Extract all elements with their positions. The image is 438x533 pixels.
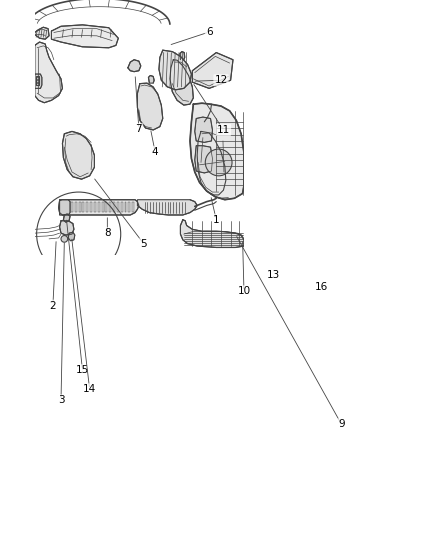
Circle shape [265,198,272,205]
Text: 6: 6 [206,27,212,37]
Polygon shape [113,201,115,212]
Polygon shape [102,201,103,212]
Text: 4: 4 [152,147,159,157]
Text: 2: 2 [49,301,56,311]
Circle shape [253,189,256,191]
Circle shape [270,164,287,181]
Polygon shape [138,200,197,215]
Circle shape [260,193,263,196]
Text: 7: 7 [135,124,142,134]
Polygon shape [132,201,134,212]
Polygon shape [63,132,95,179]
Circle shape [267,200,270,203]
Polygon shape [195,146,212,173]
Polygon shape [197,132,226,195]
Polygon shape [35,27,49,39]
Text: 5: 5 [140,239,147,249]
Polygon shape [64,214,70,222]
Polygon shape [148,76,154,83]
Polygon shape [94,201,96,212]
Text: 3: 3 [58,395,64,406]
Polygon shape [106,201,107,212]
Circle shape [205,149,232,176]
Polygon shape [35,76,39,85]
Polygon shape [159,50,191,90]
Polygon shape [75,201,77,212]
Polygon shape [195,117,212,142]
Polygon shape [170,60,193,105]
Polygon shape [86,201,88,212]
Polygon shape [90,201,92,212]
Text: 1: 1 [213,215,219,225]
Polygon shape [190,103,244,200]
Polygon shape [67,201,69,212]
Text: 11: 11 [217,125,230,135]
Text: 14: 14 [83,384,96,394]
Polygon shape [138,83,163,130]
Polygon shape [128,201,130,212]
Polygon shape [180,52,185,60]
Polygon shape [60,221,74,235]
Polygon shape [59,200,139,215]
Polygon shape [121,201,123,212]
Polygon shape [68,232,75,241]
Polygon shape [117,201,119,212]
Text: 10: 10 [237,286,251,296]
Polygon shape [79,201,81,212]
Circle shape [61,236,68,242]
Text: 16: 16 [315,281,328,292]
Polygon shape [180,220,244,247]
Text: 8: 8 [104,228,111,238]
Text: 13: 13 [267,270,280,280]
Circle shape [272,205,279,211]
Polygon shape [35,42,63,103]
Text: 9: 9 [338,419,345,429]
Circle shape [258,191,265,198]
Polygon shape [124,201,127,212]
Text: 12: 12 [215,75,228,85]
Text: 15: 15 [76,365,89,375]
Polygon shape [51,25,118,48]
Polygon shape [35,74,42,88]
Polygon shape [71,201,73,212]
Polygon shape [192,53,233,88]
Polygon shape [60,200,70,215]
Circle shape [251,187,258,193]
Polygon shape [82,201,85,212]
Polygon shape [98,201,100,212]
Polygon shape [128,60,141,71]
Circle shape [275,206,277,209]
Polygon shape [109,201,111,212]
